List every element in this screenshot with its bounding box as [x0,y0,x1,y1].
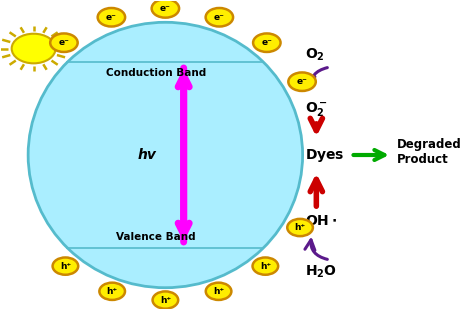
Text: Valence Band: Valence Band [117,232,196,242]
Circle shape [206,8,233,27]
Circle shape [50,33,78,52]
Circle shape [12,34,55,63]
Circle shape [152,0,179,18]
Text: $\mathbf{Dyes}$: $\mathbf{Dyes}$ [305,147,345,163]
Text: e⁻: e⁻ [58,38,69,47]
Circle shape [53,258,78,275]
Text: e⁻: e⁻ [261,38,272,47]
Text: e⁻: e⁻ [106,13,117,22]
Text: e⁻: e⁻ [214,13,225,22]
Text: Conduction Band: Conduction Band [106,68,206,78]
Text: $\mathbf{O_2^-}$: $\mathbf{O_2^-}$ [305,100,328,118]
Text: h⁺: h⁺ [260,262,271,271]
Text: h⁺: h⁺ [294,223,306,232]
Circle shape [98,8,125,27]
Text: h⁺: h⁺ [107,287,118,296]
Text: e⁻: e⁻ [297,77,308,86]
Text: h⁺: h⁺ [60,262,71,271]
Ellipse shape [28,22,302,288]
Circle shape [287,219,313,236]
Circle shape [253,258,278,275]
Text: $\mathbf{OH\cdot}$: $\mathbf{OH\cdot}$ [305,214,337,228]
Text: h⁺: h⁺ [213,287,224,296]
Text: $\mathbf{H_2O}$: $\mathbf{H_2O}$ [305,264,337,281]
Text: e⁻: e⁻ [160,4,171,13]
Text: $\mathbf{O_2}$: $\mathbf{O_2}$ [305,46,325,63]
Text: Degraded
Product: Degraded Product [396,138,461,166]
Circle shape [153,291,178,309]
Circle shape [206,283,231,300]
Text: h⁺: h⁺ [160,295,171,304]
Circle shape [253,33,281,52]
Circle shape [288,73,316,91]
Circle shape [100,283,125,300]
Text: hv: hv [137,148,156,162]
